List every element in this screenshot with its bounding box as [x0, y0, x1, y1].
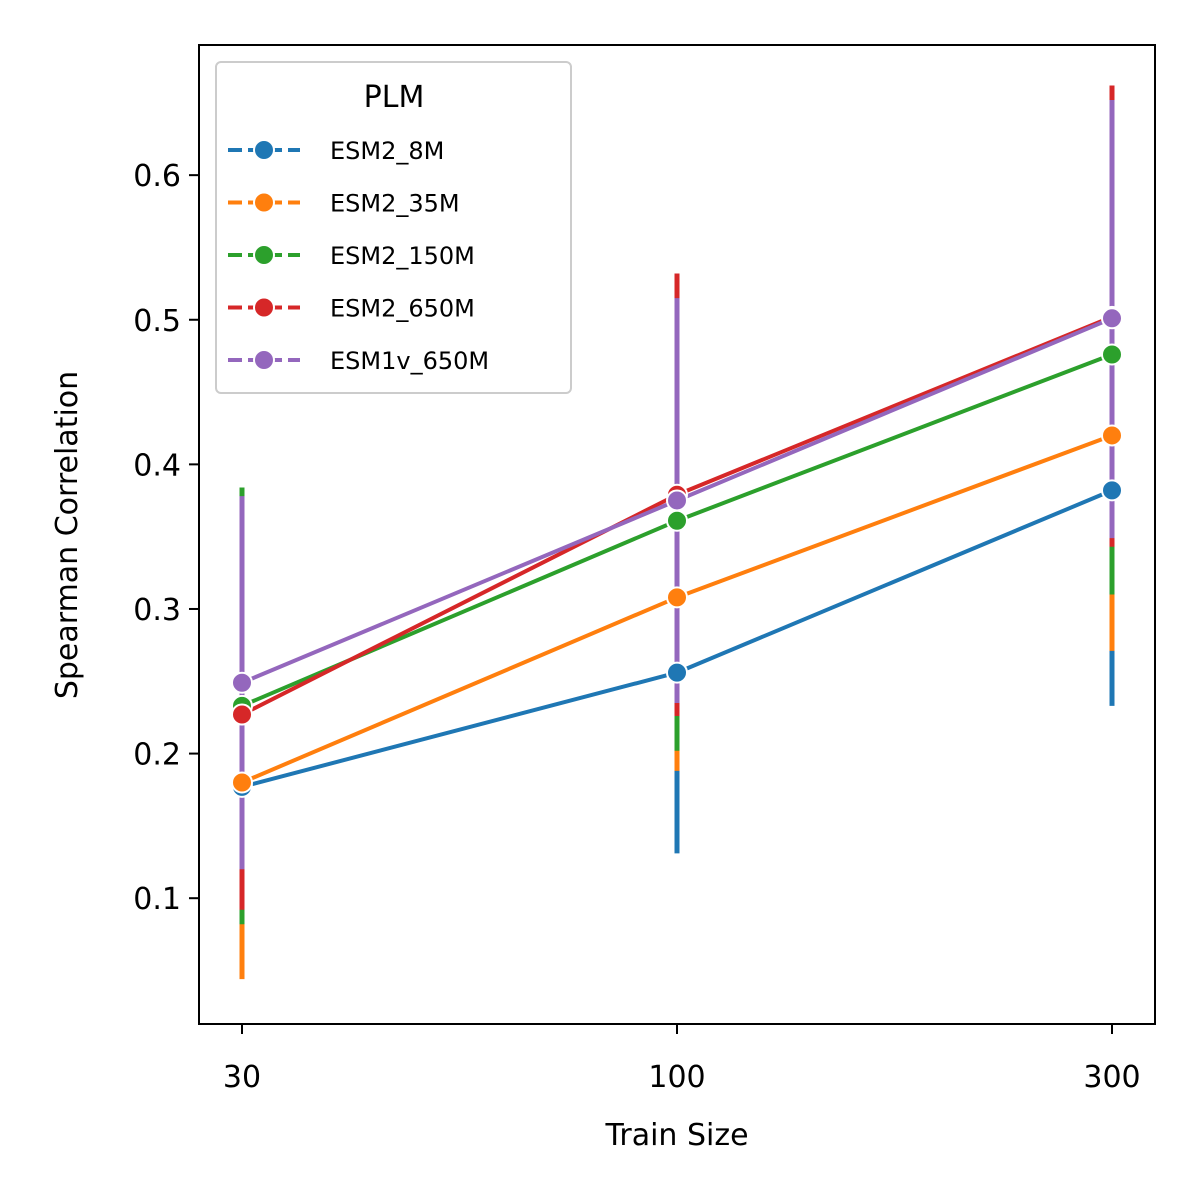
y-tick-label-0.2: 0.2 [133, 738, 181, 773]
legend-label-esm2-150m: ESM2_150M [330, 242, 475, 270]
point-esm2-35m-300 [1101, 424, 1123, 447]
point-esm2-150m-300 [1101, 343, 1123, 366]
point-esm2-8m-100 [666, 661, 688, 684]
legend-frame [215, 61, 572, 394]
x-tick-label-30: 30 [223, 1060, 261, 1095]
y-axis-label: Spearman Correlation [50, 371, 85, 699]
point-esm1v-650m-30 [231, 671, 253, 694]
x-tick-label-100: 100 [648, 1060, 705, 1095]
point-esm2-35m-100 [666, 586, 688, 609]
legend-label-esm2-8m: ESM2_8M [330, 137, 444, 165]
legend-label-esm2-35m: ESM2_35M [330, 190, 460, 218]
y-tick-label-0.3: 0.3 [133, 593, 181, 628]
legend: PLM ESM2_8MESM2_35MESM2_150MESM2_650MESM… [215, 61, 572, 394]
x-axis-ticks: 30 100 300 [223, 1024, 1141, 1095]
point-esm2-35m-30 [231, 771, 253, 794]
y-tick-label-0.6: 0.6 [133, 159, 181, 194]
y-tick-label-0.4: 0.4 [133, 448, 181, 483]
y-axis-ticks: 0.1 0.2 0.3 0.4 0.5 0.6 [133, 159, 199, 917]
legend-label-esm1v-650m: ESM1v_650M [330, 347, 489, 375]
series-markers [231, 305, 1123, 798]
x-axis-label: Train Size [604, 1118, 748, 1153]
legend-swatch-marker-esm2-150m [253, 244, 275, 266]
legend-swatch-marker-esm2-35m [253, 191, 275, 214]
point-esm2-8m-300 [1101, 479, 1123, 502]
legend-title: PLM [364, 80, 425, 115]
point-esm1v-650m-300 [1101, 307, 1123, 330]
point-esm2-150m-100 [666, 509, 688, 532]
point-esm2-650m-30 [231, 703, 253, 726]
point-esm1v-650m-100 [666, 489, 688, 512]
legend-swatch-marker-esm1v-650m [253, 349, 275, 371]
legend-swatch-marker-esm2-8m [253, 139, 275, 161]
legend-label-esm2-650m: ESM2_650M [330, 295, 475, 323]
y-tick-label-0.5: 0.5 [133, 304, 181, 339]
x-tick-label-300: 300 [1083, 1060, 1140, 1095]
legend-swatch-marker-esm2-650m [253, 296, 275, 319]
y-tick-label-0.1: 0.1 [133, 882, 181, 917]
legend-items: ESM2_8M ESM2_35M ESM2_150M ESM2_650M ESM1v_6… [228, 137, 489, 375]
